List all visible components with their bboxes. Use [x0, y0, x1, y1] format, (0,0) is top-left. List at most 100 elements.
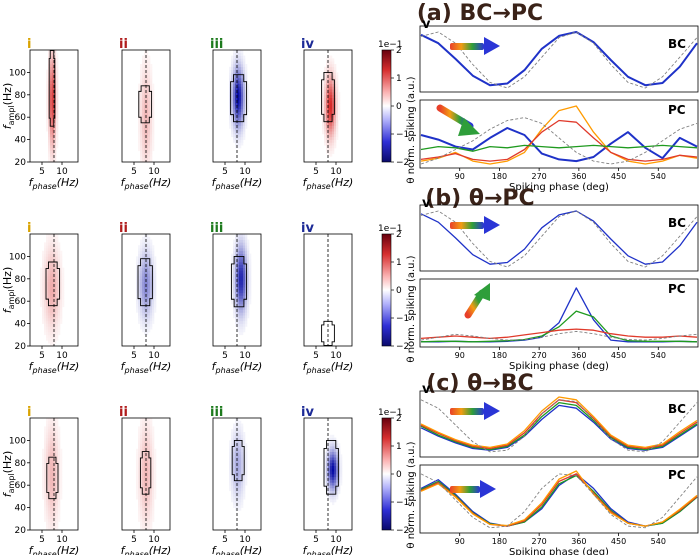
heat-cell — [138, 253, 141, 257]
heat-cell — [340, 468, 343, 472]
heat-cell — [50, 343, 53, 347]
heat-cell — [52, 471, 55, 475]
heat-cell — [148, 482, 151, 486]
heat-cell — [239, 111, 242, 115]
heat-cell — [140, 64, 143, 68]
heat-cell — [334, 139, 337, 143]
heat-cell — [52, 476, 55, 480]
heat-cell — [46, 253, 49, 257]
heat-cell — [56, 332, 59, 336]
heat-cell — [140, 128, 143, 132]
heat-cell — [243, 287, 246, 291]
heat-cell — [233, 264, 236, 268]
heat-cell — [142, 86, 145, 90]
trace-bc-blue — [420, 31, 698, 87]
y-label-f: f — [1, 307, 14, 313]
heat-cell — [146, 420, 149, 424]
heat-cell — [326, 145, 329, 149]
heat-cell — [142, 490, 145, 494]
heat-cell — [62, 278, 65, 282]
heat-cell — [150, 513, 153, 517]
heat-cell — [241, 281, 244, 285]
heat-cell — [50, 111, 53, 115]
heat-cell — [48, 156, 51, 160]
heat-cell — [237, 312, 240, 316]
heat-cell — [144, 479, 147, 483]
heat-cell — [328, 460, 331, 464]
heat-cell — [50, 128, 53, 132]
heat-cell — [150, 242, 153, 246]
heat-cell — [136, 267, 139, 271]
heat-cell — [56, 83, 59, 87]
heat-cell — [48, 270, 51, 274]
heat-cell — [148, 485, 151, 489]
trace-x-tick-label: 180 — [492, 537, 507, 546]
heat-cell — [332, 462, 335, 466]
heat-cell — [330, 72, 333, 76]
heat-cell — [48, 298, 51, 302]
heat-cell — [50, 443, 53, 447]
heat-cell — [142, 521, 145, 525]
heat-cell — [229, 479, 232, 483]
heat-cell — [44, 318, 47, 322]
heat-cell — [56, 106, 59, 110]
heat-cell — [233, 55, 236, 59]
heat-cell — [54, 245, 57, 249]
heat-cell — [138, 287, 141, 291]
heat-cell — [247, 259, 250, 263]
heat-cell — [231, 270, 234, 274]
heat-cell — [58, 259, 61, 263]
heat-cell — [229, 108, 232, 112]
heat-cell — [54, 432, 57, 436]
heat-cell — [52, 474, 55, 478]
colorbar-tick-label: −2 — [396, 158, 409, 168]
heat-cell — [142, 502, 145, 506]
heat-cell — [50, 131, 53, 135]
heat-cell — [62, 295, 65, 299]
heat-cell — [56, 75, 59, 79]
heat-cell — [44, 482, 47, 486]
heat-cell — [140, 309, 143, 313]
heat-cell — [233, 488, 236, 492]
heat-cell — [52, 457, 55, 461]
heat-cell — [239, 287, 242, 291]
heat-cell — [332, 142, 335, 146]
heat-cell — [140, 420, 143, 424]
heat-cell — [243, 234, 246, 238]
heat-cell — [58, 326, 61, 330]
trace-x-tick-label: 360 — [571, 537, 586, 546]
heat-cell — [334, 64, 337, 68]
heat-cell — [245, 86, 248, 90]
heat-cell — [243, 432, 246, 436]
heat-cell — [48, 479, 51, 483]
heat-cell — [148, 420, 151, 424]
heat-cell — [152, 309, 155, 313]
heat-cell — [46, 429, 49, 433]
heat-cell — [247, 292, 250, 296]
heat-cell — [46, 276, 49, 280]
heat-cell — [50, 426, 53, 430]
heat-cell — [247, 94, 250, 98]
heat-cell — [140, 521, 143, 525]
heat-cell — [233, 89, 236, 93]
heat-cell — [237, 122, 240, 126]
heat-cell — [332, 125, 335, 129]
heat-cell — [58, 474, 61, 478]
heat-cell — [330, 97, 333, 101]
heat-cell — [328, 108, 331, 112]
trace-y-label: θ norm. spiking (a.u.) — [406, 76, 417, 183]
heat-cell — [152, 131, 155, 135]
heat-cell — [48, 52, 51, 56]
heat-cell — [148, 292, 151, 296]
heat-cell — [142, 434, 145, 438]
heat-cell — [146, 479, 149, 483]
heat-cell — [152, 304, 155, 308]
heat-cell — [142, 250, 145, 254]
heat-cell — [231, 298, 234, 302]
heat-cell — [56, 496, 59, 500]
heat-cell — [46, 83, 49, 87]
heat-cell — [52, 516, 55, 520]
heat-cell — [239, 448, 242, 452]
